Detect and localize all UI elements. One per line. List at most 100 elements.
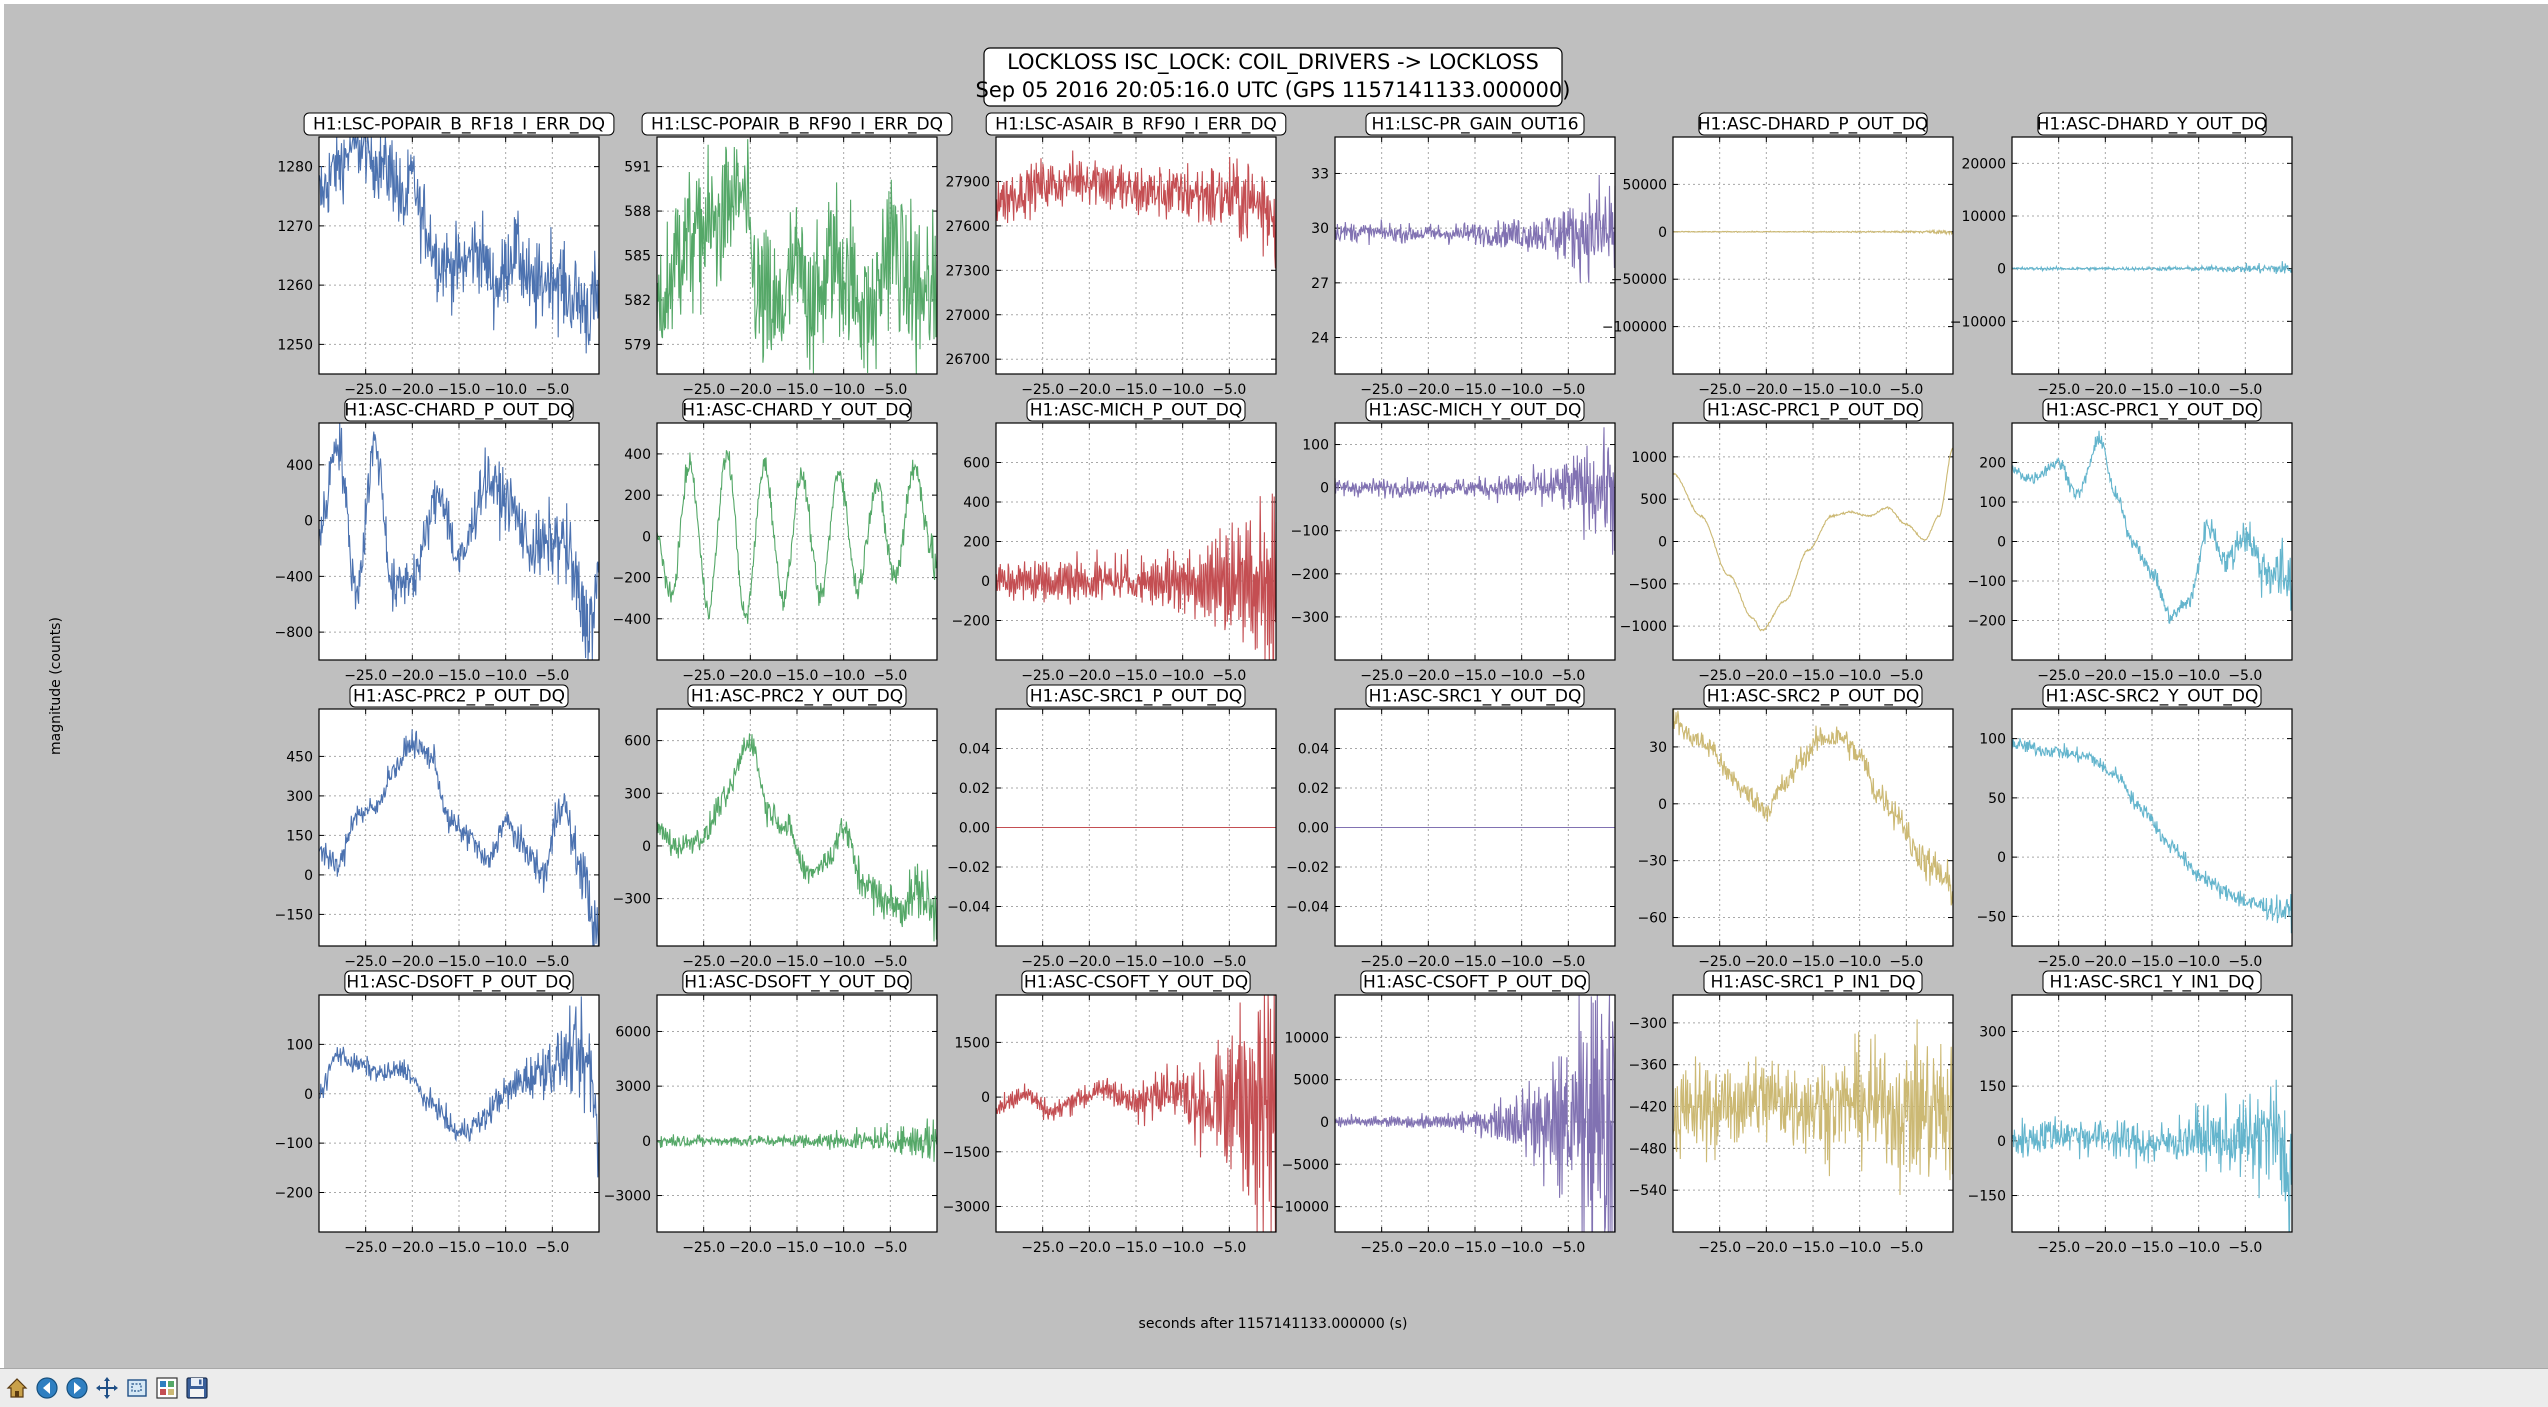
y-tick-label: 450 <box>286 749 313 765</box>
y-tick-label: 200 <box>1979 456 2006 472</box>
y-tick-label: 600 <box>624 734 651 750</box>
y-tick-label: 0 <box>304 514 313 530</box>
subplot-title: H1:ASC-SRC1_P_IN1_DQ <box>1711 973 1916 993</box>
forward-button[interactable] <box>64 1375 90 1401</box>
x-tick-label: −5.0 <box>1889 954 1923 970</box>
subplot-title-box <box>1360 970 1590 994</box>
y-tick-label: 591 <box>624 160 651 176</box>
x-tick-label: −5.0 <box>2228 382 2262 398</box>
zoom-button[interactable] <box>124 1375 150 1401</box>
subplot-title: H1:ASC-PRC2_Y_OUT_DQ <box>691 687 903 707</box>
plot-frame <box>1672 994 1954 1233</box>
y-tick-label: −300 <box>1291 610 1329 626</box>
x-tick-label: −15.0 <box>1115 1240 1158 1256</box>
subplot-title-box <box>2037 112 2267 136</box>
home-button[interactable] <box>4 1375 30 1401</box>
x-tick-label: −20.0 <box>729 1240 772 1256</box>
series-line <box>1672 708 1954 906</box>
y-tick-label: 33 <box>1311 166 1329 182</box>
pan-button[interactable] <box>94 1375 120 1401</box>
plot-frame <box>1672 708 1954 947</box>
arrow-left-icon <box>36 1377 58 1399</box>
y-tick-label: −200 <box>613 571 651 587</box>
y-tick-label: −10000 <box>1950 314 2006 330</box>
plot-area <box>657 995 937 1232</box>
y-tick-label: 300 <box>286 789 313 805</box>
subplot-title-box <box>1365 112 1585 136</box>
y-tick-label: 200 <box>963 535 990 551</box>
x-tick-label: −15.0 <box>1792 1240 1835 1256</box>
series-line <box>995 994 1277 1233</box>
subplot-title: H1:ASC-DSOFT_Y_OUT_DQ <box>684 973 909 993</box>
x-tick-label: −25.0 <box>1360 382 1403 398</box>
y-tick-label: 1000 <box>1631 450 1667 466</box>
y-tick-label: 588 <box>624 204 651 220</box>
y-tick-label: −540 <box>1629 1183 1667 1199</box>
y-tick-label: 27 <box>1311 276 1329 292</box>
save-button[interactable] <box>184 1375 210 1401</box>
x-tick-label: −15.0 <box>776 668 819 684</box>
x-tick-label: −15.0 <box>1454 1240 1497 1256</box>
series-line <box>2011 738 2293 934</box>
x-tick-label: −20.0 <box>729 954 772 970</box>
x-tick-label: −10.0 <box>2177 668 2220 684</box>
x-tick-label: −20.0 <box>2084 382 2127 398</box>
configure-subplots-button[interactable] <box>154 1375 180 1401</box>
subplot-title-box <box>1365 684 1585 708</box>
subplot-title: H1:ASC-PRC1_Y_OUT_DQ <box>2046 401 2258 421</box>
plot-frame <box>1672 136 1954 375</box>
y-tick-label: −1500 <box>943 1145 990 1161</box>
x-tick-label: −5.0 <box>2228 668 2262 684</box>
x-tick-label: −5.0 <box>1889 1240 1923 1256</box>
plot-frame <box>2011 422 2293 661</box>
y-tick-label: −200 <box>1968 614 2006 630</box>
series-line <box>2011 1079 2293 1233</box>
x-tick-label: −10.0 <box>1838 382 1881 398</box>
x-tick-label: −25.0 <box>682 668 725 684</box>
subplot-title: H1:ASC-MICH_Y_OUT_DQ <box>1369 401 1582 421</box>
y-tick-label: −200 <box>275 1186 313 1202</box>
plot-frame <box>318 422 600 661</box>
x-tick-label: −20.0 <box>1068 382 1111 398</box>
x-tick-label: −25.0 <box>1021 954 1064 970</box>
plot-frame <box>656 422 938 661</box>
plot-area <box>1335 995 1615 1232</box>
x-tick-label: −15.0 <box>438 382 481 398</box>
plot-frame <box>656 708 938 947</box>
y-tick-label: 0 <box>1320 481 1329 497</box>
y-tick-label: −0.02 <box>1286 860 1329 876</box>
x-tick-label: −5.0 <box>2228 954 2262 970</box>
subplot-title-box <box>1703 970 1923 994</box>
subplot-21: −25.0 −20.0 −15.0 −10.0 −5.0 −3000 −1500 0 1500 H… <box>943 970 1277 1256</box>
x-tick-label: −20.0 <box>391 954 434 970</box>
x-tick-label: −5.0 <box>873 382 907 398</box>
subplot-1: −25.0 −20.0 −15.0 −10.0 −5.0 1250 1260 1270 1280… <box>277 112 615 398</box>
y-tick-label: 400 <box>286 458 313 474</box>
y-tick-label: −0.04 <box>947 900 990 916</box>
subplot-8: −25.0 −20.0 −15.0 −10.0 −5.0 −400 −200 0 200 400 H… <box>613 398 938 684</box>
x-tick-label: −10.0 <box>1161 954 1204 970</box>
x-tick-label: −20.0 <box>1407 382 1450 398</box>
x-tick-label: −20.0 <box>1068 954 1111 970</box>
x-tick-label: −20.0 <box>1407 668 1450 684</box>
x-tick-label: −10.0 <box>1161 382 1204 398</box>
y-tick-label: 50000 <box>1622 177 1667 193</box>
subplot-title: H1:ASC-SRC1_Y_IN1_DQ <box>2049 973 2254 993</box>
plot-frame <box>995 422 1277 661</box>
subplot-title-box <box>1026 398 1246 422</box>
plot-area <box>1673 137 1953 374</box>
subplot-19: −25.0 −20.0 −15.0 −10.0 −5.0 −200 −100 0 100 H1:A… <box>275 970 600 1256</box>
y-tick-label: 100 <box>286 1037 313 1053</box>
subplot-4: −25.0 −20.0 −15.0 −10.0 −5.0 24 27 30 33 H1:LSC-P… <box>1311 112 1616 398</box>
back-button[interactable] <box>34 1375 60 1401</box>
y-tick-label: 0 <box>642 839 651 855</box>
x-tick-label: −20.0 <box>1745 668 1788 684</box>
plot-frame <box>1334 136 1616 375</box>
subplot-16: −25.0 −20.0 −15.0 −10.0 −5.0 −0.04 −0.02 0.00 0.… <box>1286 684 1616 970</box>
y-tick-label: 300 <box>1979 1024 2006 1040</box>
x-tick-label: −15.0 <box>776 1240 819 1256</box>
y-tick-label: 0 <box>642 1134 651 1150</box>
series-line <box>2011 261 2293 274</box>
x-tick-label: −15.0 <box>438 1240 481 1256</box>
